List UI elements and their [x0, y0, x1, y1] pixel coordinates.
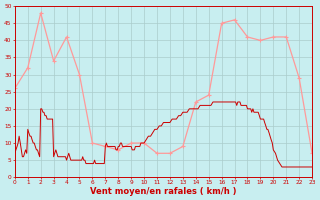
X-axis label: Vent moyen/en rafales ( km/h ): Vent moyen/en rafales ( km/h ) [90, 187, 237, 196]
